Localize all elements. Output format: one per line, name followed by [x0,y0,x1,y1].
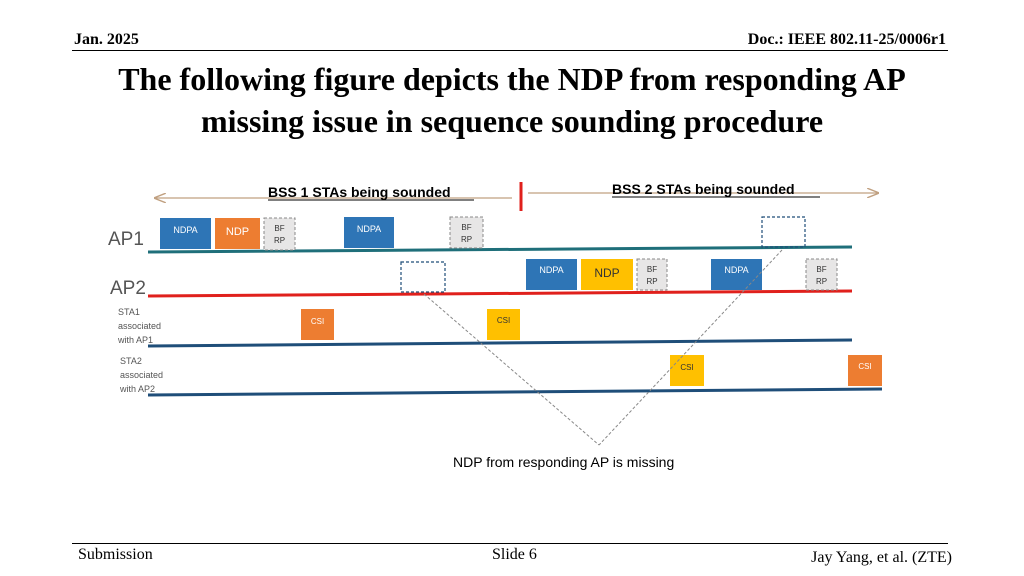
lane-label-sta1-l2: associated [118,321,161,331]
ap1-ndpa-frame-1 [160,218,211,249]
title-line-2: missing issue in sequence sounding proce… [200,103,824,139]
sta2-csi-label-1: CSI [680,363,693,372]
pointer-line-ap2-missing [423,293,600,446]
ap2-ndp-frame [581,259,633,290]
ap1-ndp-label: NDP [226,226,249,238]
bss1-label: BSS 1 STAs being sounded [268,184,451,200]
ap1-bfrp-label-2a: BF [461,223,471,232]
lane-label-ap2: AP2 [110,278,146,299]
ap2-bfrp-frame-1 [636,258,668,291]
sta2-csi-frame-1 [670,355,704,386]
bss2-label: BSS 2 STAs being sounded [612,181,795,197]
missing-ndp-annotation: NDP from responding AP is missing [453,454,674,470]
ap2-bfrp-frame-2 [805,258,838,291]
ap2-bfrp-label-1b: RP [646,277,657,286]
ap1-bfrp-label-1b: RP [274,236,285,245]
lane-label-sta2-l2: associated [120,370,163,380]
ap1-ndpa-frame-2 [344,217,394,248]
ap1-ndp-frame [215,218,260,249]
sta2-csi-label-2: CSI [858,362,871,371]
ap1-bfrp-frame-1 [263,217,296,251]
slide-title: The following figure depicts the NDP fro… [60,58,964,142]
ap1-ndpa-label-1: NDPA [173,225,197,235]
ap2-missing-ndp-box [400,261,446,293]
lane-label-sta1-l3: with AP1 [117,335,153,345]
sta1-csi-frame-2 [487,309,520,340]
ap1-bfrp-label-2b: RP [461,235,472,244]
ap2-ndpa-frame-2 [711,259,762,290]
ap2-ndp-label: NDP [594,266,619,280]
lane-label-sta2-l3: with AP2 [119,384,155,394]
ap2-bfrp-label-1a: BF [647,265,657,274]
ap2-ndpa-label-1: NDPA [539,265,563,275]
ap1-timeline [147,245,853,254]
pointer-line-ap1-missing [598,249,783,446]
sta1-timeline [147,338,853,348]
footer-slide-number: Slide 6 [492,546,537,563]
ap1-bfrp-frame-2 [449,216,484,249]
sta1-csi-frame-1 [301,309,334,340]
footer-rule [72,543,948,544]
lane-label-ap1: AP1 [108,229,144,250]
sta2-timeline [147,387,883,397]
ap2-timeline [147,289,853,298]
lane-label-sta2-l1: STA2 [120,356,142,366]
header-rule [72,50,948,51]
ap2-ndpa-frame-1 [526,259,577,290]
header-doc-id: Doc.: IEEE 802.11-25/0006r1 [747,31,946,48]
ap2-ndpa-label-2: NDPA [724,265,748,275]
sta2-csi-frame-2 [848,355,882,386]
ap1-bfrp-label-1a: BF [274,224,284,233]
ap2-bfrp-label-2a: BF [816,265,826,274]
footer-submission: Submission [78,546,153,563]
sta1-csi-label-1: CSI [311,317,324,326]
ap1-missing-ndp-box [761,216,806,248]
lane-label-sta1-l1: STA1 [118,307,140,317]
title-line-1: The following figure depicts the NDP fro… [118,61,906,97]
ap2-bfrp-label-2b: RP [816,277,827,286]
footer-authors: Jay Yang, et al. (ZTE) [811,549,952,566]
header-date: Jan. 2025 [74,31,139,48]
sta1-csi-label-2: CSI [497,316,510,325]
ap1-ndpa-label-2: NDPA [357,224,381,234]
